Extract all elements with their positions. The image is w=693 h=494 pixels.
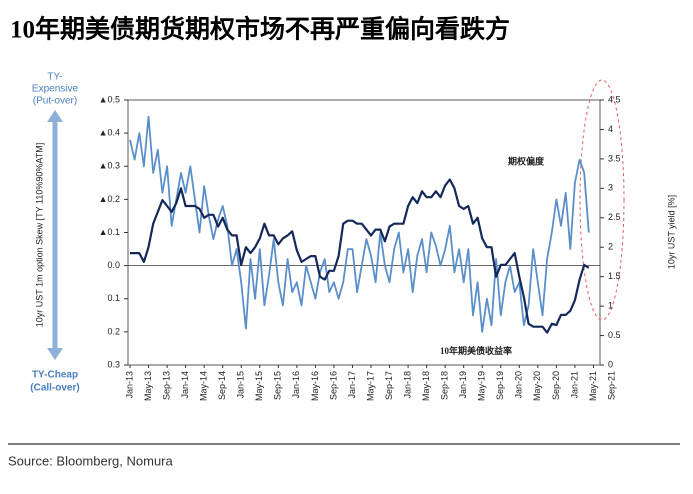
x-tick-label: May-14 [199,371,209,401]
series-line [130,178,590,334]
x-tick-label: Jan-18 [402,371,412,399]
bottom-note: TY-Cheap [32,370,78,381]
source: Source: Bloomberg, Nomura [8,453,174,468]
x-tick-label: May-13 [143,371,153,401]
y2-tick-label: 1 [608,300,613,310]
x-tick-label: Jan-17 [347,371,357,399]
x-tick-label: Sep-15 [273,371,283,400]
y-tick-label: 0.1 [107,293,120,303]
x-tick-label: Sep-21 [606,371,616,400]
y2-tick-label: 2.5 [608,212,621,222]
x-tick-label: Sep-13 [161,371,171,400]
y-tick-label: ▲0.3 [99,161,120,171]
x-tick-label: Sep-19 [495,371,505,400]
x-tick-label: Jan-21 [569,371,579,399]
x-tick-label: Jan-16 [291,371,301,399]
y-tick-label: ▲0.1 [99,227,120,237]
x-tick-label: Jan-20 [514,371,524,399]
x-tick-label: May-17 [365,371,375,401]
x-tick-label: Jan-15 [236,371,246,399]
y2-tick-label: 3.5 [608,153,621,163]
series-label: 10年期美债收益率 [440,345,512,356]
y2-tick-label: 0 [608,359,613,369]
y2-tick-label: 2 [608,242,613,252]
y2-axis-label: 10yr UST yield [%] [666,195,676,269]
y-axis-label: 10yr UST 1m option Skew [TY 110%90%ATM] [34,143,44,327]
x-tick-label: May-19 [477,371,487,401]
x-tick-label: Jan-14 [180,371,190,399]
x-tick-label: Sep-14 [217,371,227,400]
arrow-head [47,348,63,360]
x-tick-label: Sep-20 [551,371,561,400]
y2-tick-label: 4 [608,124,613,134]
y-tick-label: ▲0.5 [99,94,120,104]
x-tick-label: Jan-13 [124,371,134,399]
y-tick-label: ▲0.4 [99,128,120,138]
series-label: 期权偏度 [508,155,545,166]
y2-tick-label: 1.5 [608,271,621,281]
top-note: (Put-over) [33,96,77,107]
y2-tick-label: 4.5 [608,94,621,104]
y2-tick-label: 0.5 [608,330,621,340]
top-note: Expensive [32,84,79,95]
x-tick-label: May-20 [532,371,542,401]
y-tick-label: ▲0.2 [99,194,120,204]
y-tick-label: 0.0 [107,260,120,270]
x-tick-label: Sep-17 [384,371,394,400]
y-tick-label: 0.3 [107,359,120,369]
x-tick-label: May-18 [421,371,431,401]
bottom-note: (Call-over) [30,383,79,394]
y2-tick-label: 3 [608,183,613,193]
x-tick-label: May-15 [254,371,264,401]
series-line [129,115,590,333]
highlight-ellipse [579,79,625,321]
x-tick-label: May-21 [588,371,598,401]
y-tick-label: 0.2 [107,326,120,336]
arrow-head [47,110,63,122]
x-tick-label: Sep-16 [328,371,338,400]
x-tick-label: Jan-19 [458,371,468,399]
x-tick-label: Sep-18 [440,371,450,400]
chart-title: 10年期美债期货期权市场不再严重偏向看跌方 [10,15,510,44]
x-tick-label: May-16 [310,371,320,401]
top-note: TY- [47,72,62,83]
